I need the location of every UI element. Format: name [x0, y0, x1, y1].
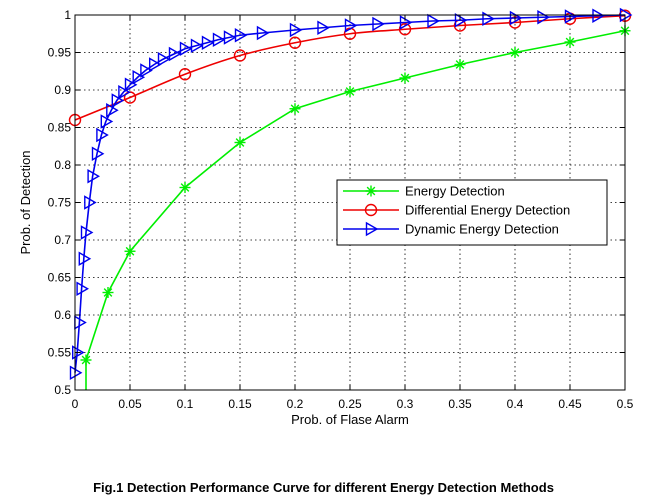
legend-entry: Dynamic Energy Detection — [343, 222, 559, 237]
data-point-marker — [372, 16, 385, 32]
data-point-marker — [96, 127, 109, 143]
x-axis-label: Prob. of Flase Alarm — [291, 412, 409, 427]
data-point-marker — [592, 8, 605, 23]
data-point-marker — [80, 225, 94, 240]
series-line — [74, 14, 626, 121]
data-point-marker — [148, 57, 162, 72]
y-tick-label: 0.85 — [48, 121, 72, 135]
data-point-marker — [118, 85, 131, 100]
y-axis-label: Prob. of Detection — [18, 150, 33, 254]
data-point-marker — [179, 41, 193, 56]
data-point-marker — [509, 47, 521, 58]
series-0 — [80, 25, 631, 390]
axis-ticks: 0 0.05 0.1 0.15 0.2 0.25 0.3 0.35 0.4 0.45 0.5 0.5 0… — [48, 8, 634, 411]
legend-marker — [365, 185, 377, 197]
data-point-marker — [398, 23, 412, 36]
x-tick-label: 0.5 — [617, 397, 634, 411]
y-tick-label: 0.5 — [54, 383, 71, 397]
data-point-marker — [168, 46, 182, 62]
data-point-marker — [482, 11, 495, 26]
y-tick-label: 1 — [64, 8, 71, 22]
series-line — [74, 14, 626, 373]
data-point-marker — [69, 365, 83, 380]
x-tick-label: 0.15 — [228, 397, 252, 411]
data-point-marker — [201, 35, 215, 50]
x-tick-label: 0.25 — [338, 397, 362, 411]
x-tick-label: 0.05 — [118, 397, 142, 411]
data-point-marker — [427, 13, 440, 29]
data-point-marker — [344, 18, 358, 33]
legend-marker — [365, 221, 379, 237]
data-point-marker — [124, 77, 138, 92]
data-point-marker — [223, 30, 237, 45]
data-point-marker — [111, 93, 125, 108]
data-point-marker — [71, 345, 85, 360]
y-tick-label: 0.7 — [54, 233, 71, 247]
data-point-marker — [288, 36, 302, 49]
series-layer — [68, 7, 633, 390]
legend-label: Dynamic Energy Detection — [405, 222, 559, 237]
data-point-marker — [87, 169, 101, 184]
x-tick-label: 0.3 — [397, 397, 414, 411]
y-tick-label: 0.9 — [54, 83, 71, 97]
data-point-marker — [564, 9, 578, 24]
data-point-marker — [157, 52, 171, 67]
data-point-marker — [212, 32, 226, 47]
data-point-marker — [234, 137, 246, 148]
data-point-marker — [454, 13, 468, 28]
y-tick-label: 0.95 — [48, 46, 72, 60]
data-point-marker — [140, 63, 153, 78]
data-point-marker — [317, 20, 330, 35]
y-tick-label: 0.6 — [54, 308, 71, 322]
data-point-marker — [399, 72, 411, 84]
data-point-marker — [80, 354, 92, 366]
x-tick-label: 0.1 — [177, 397, 194, 411]
y-tick-label: 0.75 — [48, 196, 72, 210]
data-point-marker — [190, 38, 204, 53]
legend-entry: Differential Energy Detection — [343, 203, 570, 218]
legend-label: Differential Energy Detection — [405, 203, 570, 218]
data-point-marker — [344, 86, 356, 97]
data-point-marker — [289, 103, 301, 115]
data-point-marker — [124, 245, 136, 257]
legend-entry: Energy Detection — [343, 184, 505, 199]
data-point-marker — [100, 114, 114, 129]
x-tick-label: 0.2 — [287, 397, 304, 411]
x-tick-label: 0 — [72, 397, 79, 411]
data-point-marker — [256, 25, 270, 41]
data-point-marker — [178, 68, 192, 81]
data-point-marker — [91, 146, 105, 161]
data-point-marker — [179, 182, 191, 193]
data-point-marker — [78, 251, 92, 266]
legend: Energy Detection Differential Energy Dete… — [336, 179, 608, 246]
data-point-marker — [537, 10, 550, 25]
data-point-marker — [289, 22, 303, 38]
data-point-marker — [102, 287, 114, 298]
data-point-marker — [132, 70, 146, 85]
x-tick-label: 0.45 — [558, 397, 582, 411]
data-point-marker — [76, 281, 90, 296]
data-point-marker — [399, 15, 413, 30]
series-2 — [69, 7, 633, 380]
y-tick-label: 0.8 — [54, 158, 71, 172]
x-tick-label: 0.4 — [507, 397, 524, 411]
x-tick-label: 0.35 — [448, 397, 472, 411]
detection-performance-chart: 0 0.05 0.1 0.15 0.2 0.25 0.3 0.35 0.4 0.45 0.5 0.5 0… — [18, 7, 634, 427]
data-point-marker — [564, 36, 576, 48]
data-point-marker — [84, 195, 97, 210]
figure-caption: Fig.1 Detection Performance Curve for di… — [93, 480, 554, 495]
legend-marker — [364, 203, 378, 217]
data-point-marker — [454, 59, 466, 70]
y-tick-label: 0.55 — [48, 346, 72, 360]
legend-label: Energy Detection — [405, 184, 505, 199]
data-point-marker — [234, 28, 248, 43]
data-point-marker — [233, 49, 247, 62]
y-tick-label: 0.65 — [48, 271, 72, 285]
